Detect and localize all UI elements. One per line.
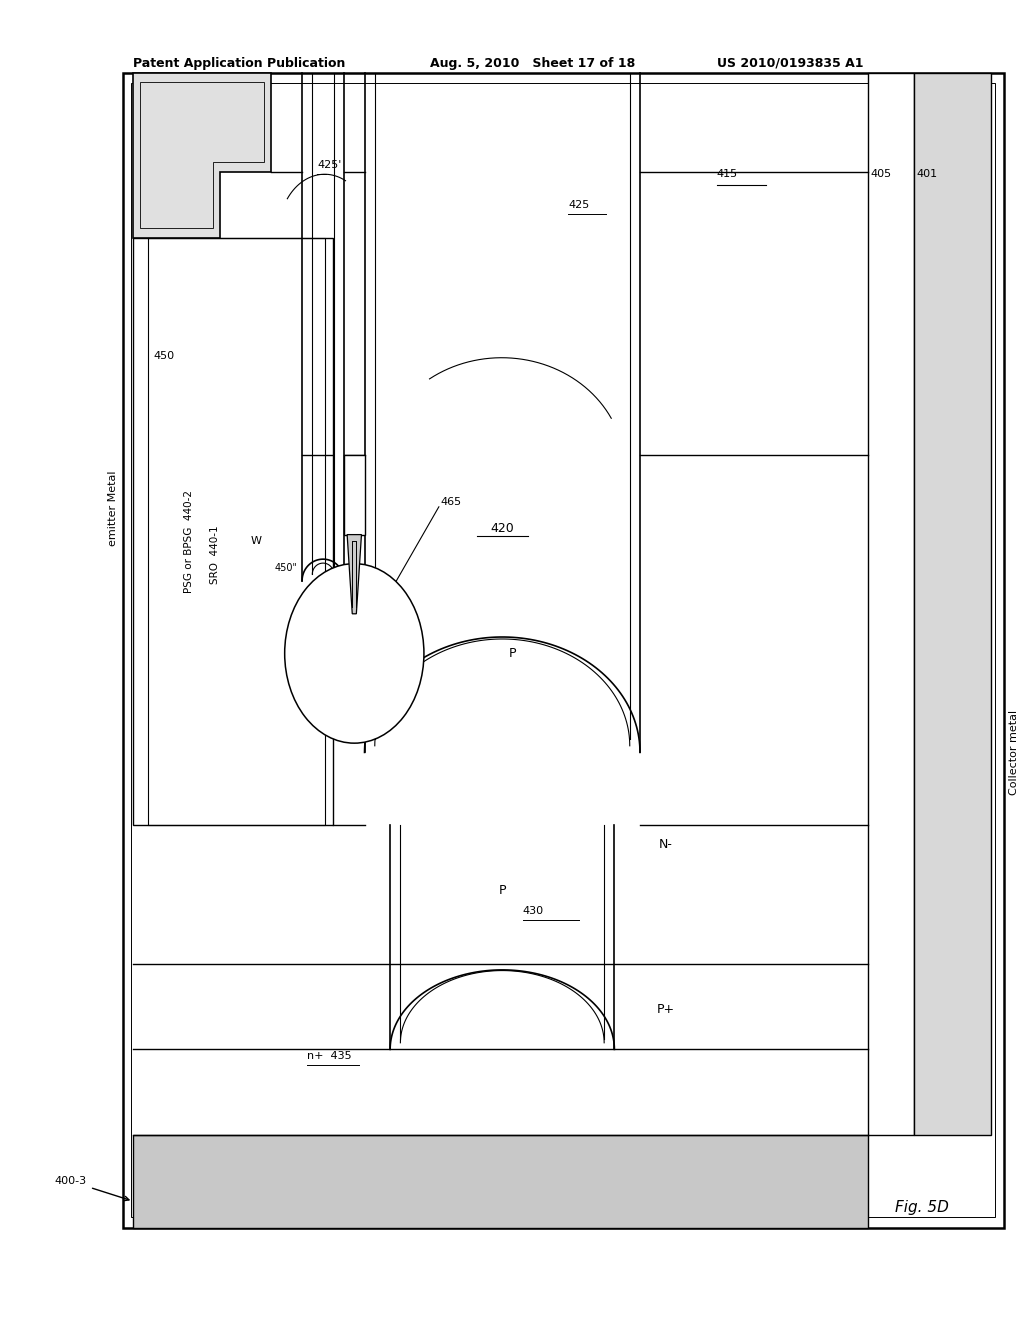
Bar [868, 73, 914, 1135]
Text: 465: 465 [440, 496, 462, 507]
Text: P: P [508, 647, 516, 660]
Text: 450: 450 [154, 351, 175, 362]
Text: Fig. 5D: Fig. 5D [895, 1200, 948, 1216]
Text: N-: N- [658, 838, 673, 851]
Bar [344, 455, 365, 535]
Text: Patent Application Publication: Patent Application Publication [133, 57, 345, 70]
Text: 415: 415 [717, 169, 738, 180]
Bar [123, 73, 1004, 1228]
Text: P: P [499, 884, 506, 898]
Text: 400-3: 400-3 [55, 1176, 129, 1201]
Text: 405: 405 [870, 169, 892, 180]
Text: Aug. 5, 2010   Sheet 17 of 18: Aug. 5, 2010 Sheet 17 of 18 [430, 57, 635, 70]
Text: 401: 401 [916, 169, 938, 180]
Text: 445: 445 [154, 198, 175, 209]
Text: 430: 430 [522, 906, 544, 916]
Bar [133, 1135, 868, 1228]
Text: SRO  440-1: SRO 440-1 [210, 525, 220, 583]
Text: P+: P+ [656, 1003, 675, 1016]
Text: Collector metal: Collector metal [1009, 710, 1019, 795]
Bar [914, 73, 991, 1135]
Text: PSG or BPSG  440-2: PSG or BPSG 440-2 [184, 490, 195, 593]
Text: W: W [251, 536, 261, 546]
Text: 420: 420 [489, 521, 514, 535]
Text: n+: n+ [349, 483, 366, 494]
Bar [148, 238, 326, 825]
Polygon shape [133, 73, 271, 238]
Text: 450": 450" [274, 562, 297, 573]
Text: US 2010/0193835 A1: US 2010/0193835 A1 [717, 57, 863, 70]
Text: 425': 425' [317, 160, 342, 170]
Text: emitter Metal: emitter Metal [108, 470, 118, 546]
Text: p+: p+ [404, 615, 421, 626]
Bar [133, 238, 333, 825]
Circle shape [285, 564, 424, 743]
Text: 425: 425 [568, 199, 590, 210]
Bar [131, 83, 995, 1217]
Polygon shape [347, 535, 361, 614]
Text: n+  435: n+ 435 [307, 1051, 352, 1061]
